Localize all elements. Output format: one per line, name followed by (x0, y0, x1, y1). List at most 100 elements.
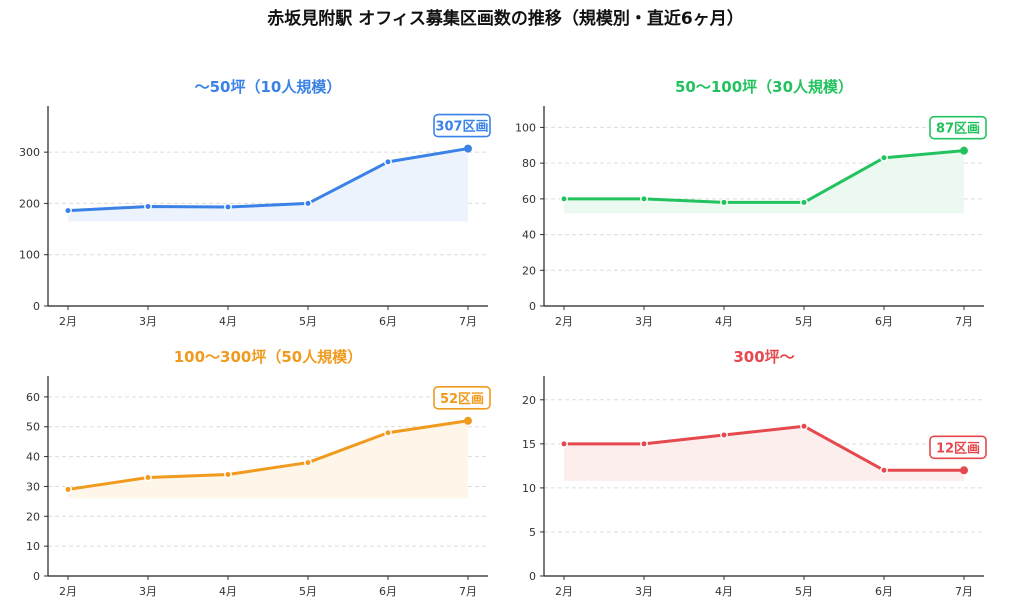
y-tick-label: 0 (33, 570, 40, 583)
x-tick-label: 7月 (459, 315, 477, 328)
y-tick-label: 20 (522, 394, 536, 407)
panel-title: 50〜100坪（30人規模） (675, 78, 853, 96)
x-tick-label: 4月 (219, 315, 237, 328)
panel-title: 300坪〜 (733, 348, 794, 366)
chart-panel-50-100tsubo: 50〜100坪（30人規模） 0 20 40 60 80 100 2月 3月 4月 5月 6月 7月 87… (506, 72, 987, 342)
series-point (720, 431, 728, 439)
line-chart-svg: 100〜300坪（50人規模） 0 10 20 30 40 50 60 2月 3月 4月 5月 6月 7月… (26, 348, 491, 598)
y-tick-label: 100 (515, 121, 536, 134)
y-tick-label: 200 (19, 197, 40, 210)
panel-title: 100〜300坪（50人規模） (174, 348, 363, 366)
annotation-badge (433, 113, 491, 138)
y-tick-label: 40 (522, 229, 536, 242)
x-tick-label: 7月 (955, 585, 973, 598)
y-tick-label: 50 (26, 421, 40, 434)
series-point (224, 203, 232, 211)
series-point-latest (464, 144, 472, 153)
y-tick-label: 60 (522, 193, 536, 206)
series-point-latest (960, 146, 968, 155)
line-chart-svg: 50〜100坪（30人規模） 0 20 40 60 80 100 2月 3月 4月 5月 6月 7月 87… (515, 78, 987, 328)
series-point (560, 439, 568, 448)
series-point (64, 485, 72, 494)
x-tick-label: 5月 (795, 585, 813, 598)
series-point (304, 458, 312, 467)
x-tick-label: 3月 (635, 315, 653, 328)
y-tick-label: 60 (26, 391, 40, 404)
series-point (880, 466, 888, 475)
series-line (66, 147, 470, 213)
series-area-fill (68, 420, 468, 499)
series-point (640, 194, 648, 203)
series-point (144, 473, 152, 482)
y-tick-label: 80 (522, 157, 536, 170)
x-tick-label: 2月 (59, 315, 77, 328)
x-tick-label: 6月 (875, 315, 893, 328)
series-line (562, 424, 966, 472)
x-tick-label: 5月 (795, 315, 813, 328)
y-tick-label: 300 (19, 146, 40, 159)
x-tick-label: 4月 (715, 585, 733, 598)
annotation-label: 52区画 (440, 392, 484, 407)
x-tick-label: 6月 (379, 315, 397, 328)
x-tick-label: 7月 (955, 315, 973, 328)
annotation-label: 87区画 (936, 122, 980, 137)
y-tick-label: 0 (529, 570, 536, 583)
x-tick-label: 6月 (379, 585, 397, 598)
panel-title: 〜50坪（10人規模） (195, 78, 342, 96)
x-tick-label: 7月 (459, 585, 477, 598)
y-tick-label: 5 (529, 526, 536, 539)
series-point-latest (960, 466, 968, 475)
y-tick-label: 10 (522, 482, 536, 495)
series-point (800, 198, 808, 207)
series-area-fill (564, 426, 964, 481)
annotation-badge (433, 385, 491, 410)
series-point (144, 202, 152, 211)
x-tick-label: 3月 (139, 585, 157, 598)
series-point (720, 198, 728, 207)
x-tick-label: 6月 (875, 585, 893, 598)
y-tick-label: 100 (19, 249, 40, 262)
annotation-badge (929, 435, 987, 460)
x-tick-label: 5月 (299, 315, 317, 328)
annotation-label: 12区画 (936, 441, 980, 456)
chart-panel-100-300tsubo: 100〜300坪（50人規模） 0 10 20 30 40 50 60 2月 3月 4月 5月 6月 7月… (10, 342, 491, 612)
figure-title: 赤坂見附駅 オフィス募集区画数の推移（規模別・直近6ヶ月） (267, 9, 744, 29)
x-tick-label: 2月 (555, 315, 573, 328)
series-line (66, 419, 470, 491)
chart-panel-upto-50tsubo: 〜50坪（10人規模） 0 100 200 300 2月 3月 4月 5月 6月 7月 307区画 (10, 72, 491, 342)
line-chart-svg: 300坪〜 0 5 10 15 20 2月 3月 4月 5月 6月 7月 12区画 (522, 348, 987, 598)
series-point (640, 439, 648, 448)
x-tick-label: 3月 (139, 315, 157, 328)
y-tick-label: 0 (33, 300, 40, 313)
series-point-latest (464, 416, 472, 425)
series-point (560, 194, 568, 203)
series-point (880, 153, 888, 162)
series-line (562, 149, 966, 204)
series-point (800, 422, 808, 431)
y-tick-label: 40 (26, 451, 40, 464)
line-chart-svg: 〜50坪（10人規模） 0 100 200 300 2月 3月 4月 5月 6月 7月 307区画 (19, 78, 491, 328)
series-point (384, 157, 392, 166)
x-tick-label: 4月 (219, 585, 237, 598)
x-tick-label: 2月 (59, 585, 77, 598)
series-point (64, 206, 72, 215)
y-tick-label: 10 (26, 540, 40, 553)
series-area-fill (564, 150, 964, 214)
series-point (224, 470, 232, 479)
y-tick-label: 30 (26, 480, 40, 493)
annotation-label: 307区画 (435, 120, 488, 135)
chart-panel-300tsubo-plus: 300坪〜 0 5 10 15 20 2月 3月 4月 5月 6月 7月 12区画 (506, 342, 987, 612)
y-tick-label: 15 (522, 438, 536, 451)
x-tick-label: 5月 (299, 585, 317, 598)
series-area-fill (68, 148, 468, 222)
y-tick-label: 0 (529, 300, 536, 313)
y-tick-label: 20 (26, 510, 40, 523)
series-point (304, 199, 312, 208)
x-tick-label: 4月 (715, 315, 733, 328)
x-tick-label: 2月 (555, 585, 573, 598)
y-tick-label: 20 (522, 264, 536, 277)
annotation-badge (929, 115, 987, 140)
series-point (384, 428, 392, 437)
x-tick-label: 3月 (635, 585, 653, 598)
